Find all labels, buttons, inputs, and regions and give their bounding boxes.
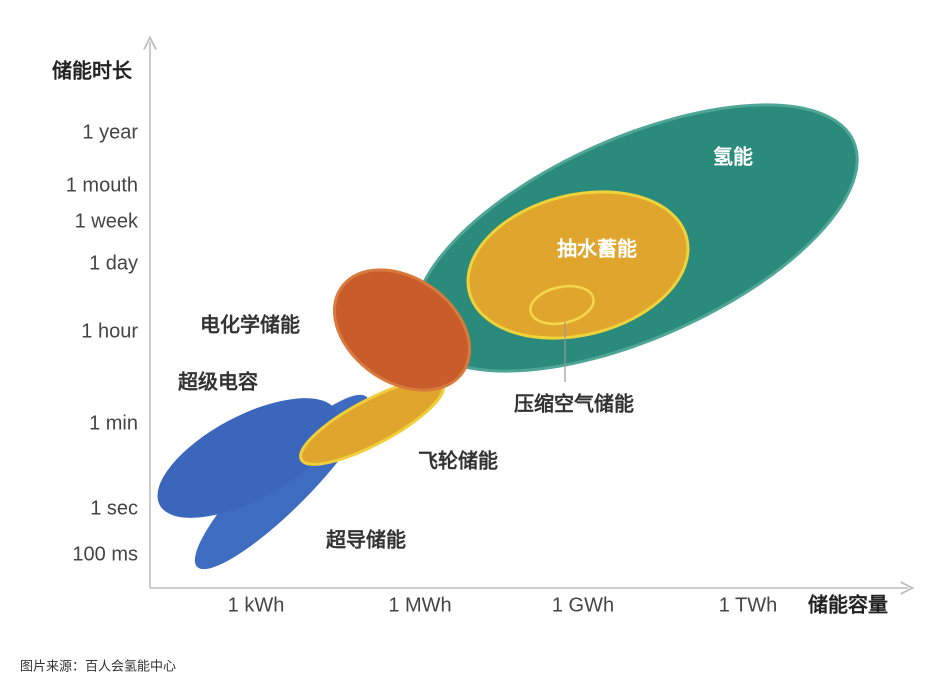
electrochemical-region xyxy=(332,268,472,392)
x-tick-label: 1 GWh xyxy=(552,594,614,616)
region-label: 飞轮储能 xyxy=(418,449,498,473)
region-label: 氢能 xyxy=(713,145,753,169)
x-tick-label: 1 MWh xyxy=(388,594,451,616)
supercapacitor-region xyxy=(157,398,339,518)
compressed-air-region xyxy=(529,284,595,326)
y-tick-label: 1 mouth xyxy=(66,174,138,196)
y-tick-label: 1 year xyxy=(82,121,138,143)
x-axis-title: 储能容量 xyxy=(808,593,888,617)
pumped-hydro-region xyxy=(466,190,690,340)
region-label: 压缩空气储能 xyxy=(514,392,634,416)
y-tick-label: 100 ms xyxy=(72,543,138,565)
region-label: 抽水蓄能 xyxy=(557,237,637,261)
region-label: 超级电容 xyxy=(177,370,258,394)
y-tick-label: 1 min xyxy=(89,412,138,434)
y-tick-label: 1 sec xyxy=(90,497,138,519)
region-label: 电化学储能 xyxy=(200,313,300,337)
x-tick-label: 1 TWh xyxy=(719,594,778,616)
y-tick-label: 1 day xyxy=(89,252,138,274)
caption: 图片来源：百人会氢能中心 xyxy=(20,660,176,675)
region-label: 超导储能 xyxy=(325,528,406,552)
y-axis-title: 储能时长 xyxy=(52,59,133,83)
y-tick-label: 1 week xyxy=(75,210,139,232)
y-tick-label: 1 hour xyxy=(81,320,138,342)
x-tick-label: 1 kWh xyxy=(228,594,285,616)
